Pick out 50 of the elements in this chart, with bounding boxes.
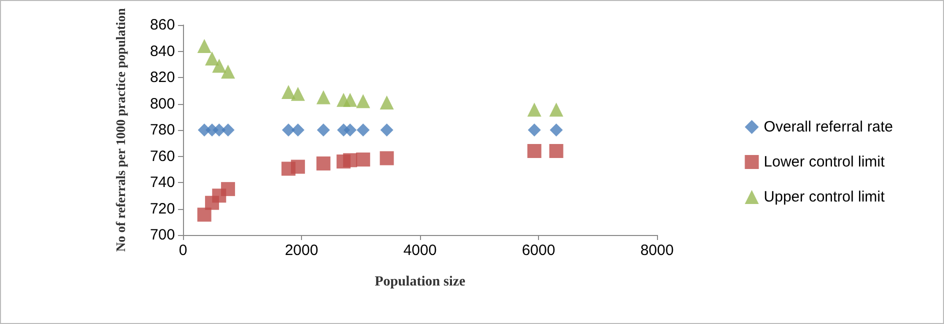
legend-label: Lower control limit [764,154,886,170]
point [221,182,236,196]
point [550,124,563,136]
y-tick-label: 700 [150,226,175,244]
y-tick-label: 780 [150,122,175,138]
point [549,102,564,117]
point [344,124,357,136]
point [290,160,305,174]
x-axis-title: Population size [374,274,466,290]
point [281,84,296,99]
point [316,124,330,136]
point [356,94,370,108]
point [356,124,370,136]
point [222,124,235,136]
y-tick-label: 820 [150,69,175,86]
y-tick-label: 760 [150,148,175,165]
point [290,86,305,101]
point [343,153,358,168]
x-tick-label: 0 [178,242,188,259]
point [291,124,304,136]
point [528,124,541,136]
y-axis-title: No of referrals per 1000 practice population [113,7,128,252]
point [282,124,295,136]
y-tick-label: 860 [150,16,175,34]
legend-label: Upper control limit [764,188,886,206]
point [380,151,394,166]
point [549,144,564,158]
y-tick-label: 720 [150,200,175,218]
point [380,124,394,136]
point [212,58,226,73]
point [356,152,370,167]
y-tick-label: 740 [150,174,175,191]
point [197,208,212,222]
x-tick-label: 2000 [284,242,318,259]
point [212,124,226,136]
point [380,95,394,110]
x-tick-label: 4000 [403,242,437,259]
point [527,102,542,117]
y-tick-label: 840 [150,42,175,60]
x-tick-label: 6000 [522,242,556,259]
point [221,64,236,79]
y-tick-label: 800 [150,95,175,112]
legend-label: Overall referral rate [764,118,894,136]
point [343,92,358,107]
point [205,51,220,66]
point [316,90,330,104]
point [316,156,330,170]
x-tick-label: 8000 [640,242,674,259]
point [197,39,212,53]
point [527,144,542,158]
